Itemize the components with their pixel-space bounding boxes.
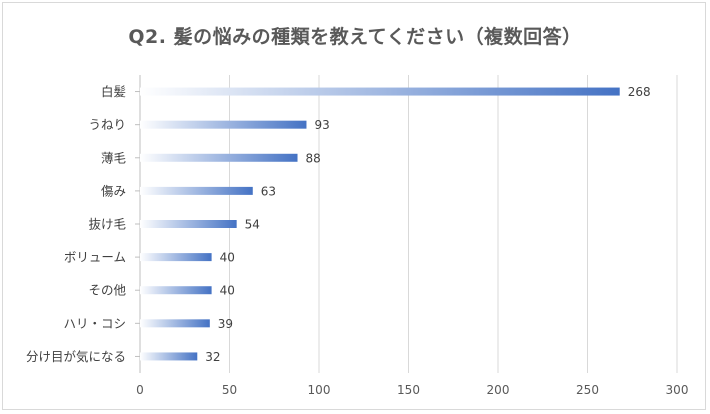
data-labels: 268 93 88 63 54 40 40 39 32 <box>205 85 650 364</box>
category-label: 分け目が気になる <box>26 349 126 364</box>
category-label: ハリ・コシ <box>63 316 126 331</box>
chart-frame <box>2 2 706 410</box>
category-label: 薄毛 <box>101 150 127 165</box>
bar-1 <box>140 120 307 129</box>
bar-2 <box>140 153 298 162</box>
data-label: 63 <box>261 184 276 198</box>
data-label: 54 <box>245 218 260 232</box>
x-tick-label-100: 100 <box>308 383 331 397</box>
data-label: 39 <box>218 317 233 331</box>
chart-title: Q2. 髪の悩みの種類を教えてください（複数回答） <box>128 26 582 48</box>
category-label: うねり <box>88 117 126 132</box>
bar-0 <box>140 87 620 96</box>
category-label: 白髪 <box>101 84 126 99</box>
bars <box>140 87 620 361</box>
x-tick-label-150: 150 <box>397 383 420 397</box>
x-tick-label-0: 0 <box>136 383 144 397</box>
category-label: ボリューム <box>64 250 126 265</box>
data-label: 32 <box>205 350 220 364</box>
x-tick-label-300: 300 <box>666 383 689 397</box>
category-label: その他 <box>88 283 126 298</box>
data-label: 88 <box>306 151 321 165</box>
bar-5 <box>140 253 212 262</box>
bar-7 <box>140 319 210 328</box>
bar-6 <box>140 286 212 295</box>
data-label: 40 <box>220 284 235 298</box>
bar-8 <box>140 352 198 361</box>
data-label: 40 <box>220 251 235 265</box>
x-tick-label-250: 250 <box>576 383 599 397</box>
data-label: 93 <box>314 118 329 132</box>
x-tick-label-50: 50 <box>222 383 237 397</box>
data-label: 268 <box>628 85 651 99</box>
x-tick-label-200: 200 <box>487 383 510 397</box>
bar-4 <box>140 220 237 228</box>
gridlines <box>229 75 678 373</box>
category-label: 抜け毛 <box>88 217 126 232</box>
category-label: 傷み <box>101 183 126 198</box>
bar-3 <box>140 186 253 195</box>
